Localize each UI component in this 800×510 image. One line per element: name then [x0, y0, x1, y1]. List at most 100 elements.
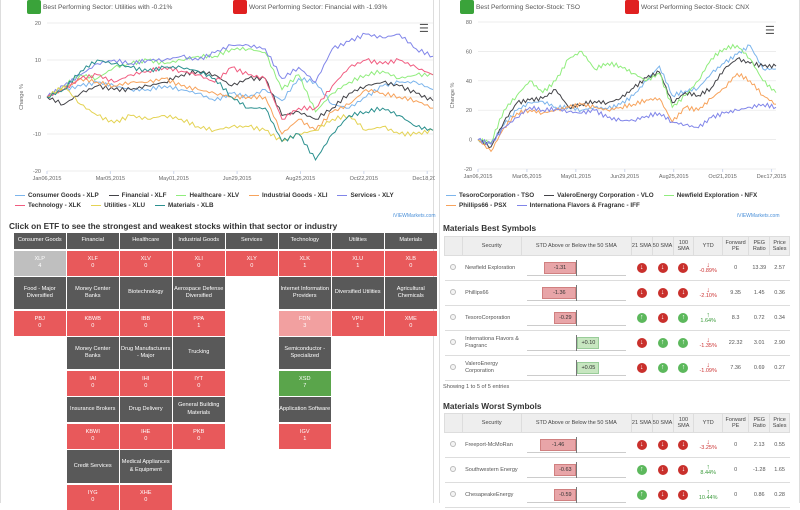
table-row[interactable]: ChesapeakeEnergy -0.59 ↑ ↓ ↓ ↑ 10.44% 0 0.8…: [444, 482, 790, 508]
arrow-up-circle-icon: ↑: [678, 313, 689, 323]
row-select-radio[interactable]: [450, 288, 457, 295]
legend-item[interactable]: Utilities - XLU: [91, 202, 145, 210]
etf-symbol: IYG: [87, 489, 98, 496]
column-header[interactable]: 100 SMA: [672, 236, 695, 256]
security-name[interactable]: Newfield Exploration: [462, 255, 522, 281]
legend-item[interactable]: Services - XLY: [337, 192, 394, 200]
column-header[interactable]: YTD: [693, 413, 723, 433]
etf-button-kbwi[interactable]: KBWI 0: [67, 423, 119, 449]
legend-item[interactable]: Financial - XLF: [108, 192, 166, 200]
column-header[interactable]: PEG Ratio: [748, 413, 771, 433]
column-header[interactable]: PEG Ratio: [748, 236, 771, 256]
legend-item[interactable]: Phillips66 - PSX: [446, 202, 507, 210]
legend-item[interactable]: Consumer Goods - XLP: [15, 192, 99, 200]
row-select-radio[interactable]: [450, 363, 457, 370]
column-header[interactable]: Price Sales: [769, 236, 790, 256]
etf-button-ibb[interactable]: IBB 0: [120, 310, 172, 336]
security-name[interactable]: Freeport-McMoRan: [462, 432, 522, 458]
table-row[interactable]: Internationa Flavors & Fragranc +0.10 ↓ ↑…: [444, 330, 790, 356]
table-row[interactable]: Freeport-McMoRan -1.46 ↓ ↓ ↓ ↓ -3.25% 0 2.1…: [444, 432, 790, 458]
std-bar-cell: +0.05: [521, 360, 631, 376]
row-select-radio[interactable]: [450, 263, 457, 270]
etf-button-pbj[interactable]: PBJ 0: [14, 310, 66, 336]
security-name[interactable]: ValeroEnergy Corporation: [462, 355, 522, 381]
etf-button-xlv[interactable]: XLV 0: [120, 250, 172, 276]
etf-button-igv[interactable]: IGV 1: [279, 423, 331, 449]
row-select-radio[interactable]: [450, 440, 457, 447]
legend-item[interactable]: Newfield Exploration - NFX: [663, 192, 757, 200]
legend-item[interactable]: TesoroCorporation - TSO: [446, 192, 534, 200]
etf-button-xme[interactable]: XME 0: [385, 310, 437, 336]
security-name[interactable]: Internationa Flavors & Fragranc: [462, 330, 522, 356]
column-header[interactable]: 100 SMA: [672, 413, 695, 433]
etf-button-xlf[interactable]: XLF 0: [67, 250, 119, 276]
security-name[interactable]: ChesapeakeEnergy: [462, 482, 522, 508]
column-header[interactable]: Price Sales: [769, 413, 790, 433]
etf-button-iyg[interactable]: IYG 0: [67, 484, 119, 510]
security-name[interactable]: Phillips66: [462, 280, 522, 306]
etf-button-fdn[interactable]: FDN 3: [279, 310, 331, 336]
legend-item[interactable]: Technology - XLK: [15, 202, 81, 210]
ytd-up-arrow-icon: ↑: [706, 463, 710, 471]
std-bar: -1.46: [539, 439, 577, 451]
etf-button-xlp[interactable]: XLP 4: [14, 250, 66, 276]
etf-button-xli[interactable]: XLI 0: [173, 250, 225, 276]
etf-button-pkb[interactable]: PKB 0: [173, 423, 225, 449]
etf-button-xhe[interactable]: XHE 0: [120, 484, 172, 510]
etf-button-iyt[interactable]: IYT 0: [173, 370, 225, 396]
etf-button-xly[interactable]: XLY 0: [226, 250, 278, 276]
etf-button-xlk[interactable]: XLK 1: [279, 250, 331, 276]
chart-menu-icon[interactable]: ☰: [765, 25, 775, 37]
etf-button-ppa[interactable]: PPA 1: [173, 310, 225, 336]
legend-item[interactable]: Industrial Goods - XLI: [249, 192, 327, 200]
security-name[interactable]: TesoroCorporation: [462, 305, 522, 331]
credit-link[interactable]: iVIEWMarkets.com: [393, 213, 436, 219]
chart-menu-icon[interactable]: ☰: [419, 23, 429, 35]
industry-label: Drug Manufacturers - Major: [120, 337, 172, 369]
sector-header: Services: [226, 233, 278, 249]
row-select-radio[interactable]: [450, 465, 457, 472]
column-header[interactable]: Security: [461, 413, 522, 433]
column-header[interactable]: STD Above or Below the 50 SMA: [520, 236, 632, 256]
etf-button-ihi[interactable]: IHI 0: [120, 370, 172, 396]
column-header[interactable]: STD Above or Below the 50 SMA: [520, 413, 632, 433]
column-header[interactable]: Forward PE: [721, 413, 750, 433]
legend-swatch: [516, 204, 527, 207]
legend-item[interactable]: Internationa Flavors & Fragranc - IFF: [516, 202, 640, 210]
table-row[interactable]: Southwestern Energy -0.63 ↑ ↓ ↓ ↑ 8.44% 0 -…: [444, 457, 790, 483]
etf-button-iai[interactable]: IAI 0: [67, 370, 119, 396]
column-header[interactable]: Security: [461, 236, 522, 256]
etf-button-ihe[interactable]: IHE 0: [120, 423, 172, 449]
table-row[interactable]: Newfield Exploration -1.31 ↓ ↓ ↓ ↓ -0.89% 0…: [444, 255, 790, 281]
legend-item[interactable]: Healthcare - XLV: [176, 192, 239, 200]
arrow-down-circle-icon: ↓: [636, 363, 647, 373]
row-select-radio[interactable]: [450, 313, 457, 320]
row-select-radio[interactable]: [450, 490, 457, 497]
column-header[interactable]: Forward PE: [721, 236, 750, 256]
column-header[interactable]: [444, 413, 463, 433]
legend-item[interactable]: Materials - XLB: [155, 202, 214, 210]
credit-link[interactable]: iVIEWMarkets.com: [737, 213, 780, 219]
etf-button-kbwb[interactable]: KBWB 0: [67, 310, 119, 336]
column-header[interactable]: 50 SMA: [651, 236, 674, 256]
legend-item[interactable]: ValeroEnergy Corporation - VLO: [544, 192, 654, 200]
table-row[interactable]: TesoroCorporation -0.29 ↑ ↓ ↑ ↑ 1.64% 8.3 0…: [444, 305, 790, 331]
column-header[interactable]: 50 SMA: [651, 413, 674, 433]
column-header[interactable]: YTD: [693, 236, 723, 256]
arrow-down-circle-icon: ↓: [636, 263, 647, 273]
row-select-radio[interactable]: [450, 338, 457, 345]
table-row[interactable]: Phillips66 -1.36 ↓ ↓ ↓ ↓ -2.10% 9.35 1.45 0…: [444, 280, 790, 306]
table-row[interactable]: ValeroEnergy Corporation +0.05 ↓ ↑ ↑ ↓ -1.0…: [444, 355, 790, 381]
security-name[interactable]: Southwestern Energy: [462, 457, 522, 483]
column-header[interactable]: 21 SMA: [630, 413, 653, 433]
column-header[interactable]: [444, 236, 463, 256]
forward-pe: 0: [722, 457, 749, 483]
arrow-down-circle-icon: ↓: [657, 465, 668, 475]
etf-button-vpu[interactable]: VPU 1: [332, 310, 384, 336]
column-header[interactable]: 21 SMA: [630, 236, 653, 256]
x-tick-label: Jan06,2015: [464, 174, 493, 180]
etf-button-xlb[interactable]: XLB 0: [385, 250, 437, 276]
peg-ratio: -1.28: [748, 457, 770, 483]
etf-button-xsd[interactable]: XSD 7: [279, 370, 331, 396]
etf-button-xlu[interactable]: XLU 1: [332, 250, 384, 276]
